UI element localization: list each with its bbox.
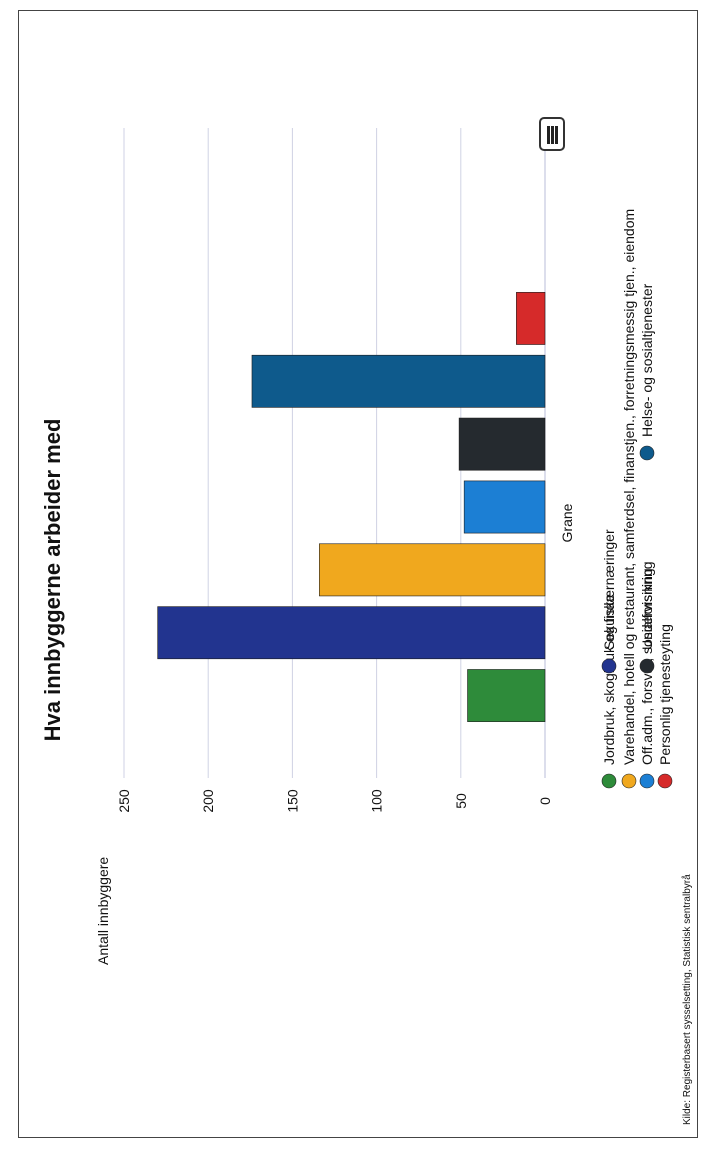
y-tick-label: 0 xyxy=(537,797,553,805)
menu-icon-bar xyxy=(551,126,554,144)
bar xyxy=(157,606,546,660)
legend-label[interactable]: Undervisning xyxy=(639,568,655,650)
legend-marker xyxy=(657,773,673,789)
chart-title: Hva innbyggerne arbeider med xyxy=(40,419,65,742)
bar xyxy=(467,669,546,722)
legend-label[interactable]: Varehandel, hotell og restaurant, samfer… xyxy=(621,209,637,765)
y-tick-label: 100 xyxy=(369,789,385,813)
menu-icon-bar xyxy=(555,126,558,144)
legend-label[interactable]: Sekundærnæringer xyxy=(601,529,617,650)
y-axis-label: Antall innbyggere xyxy=(95,857,111,965)
source-note: Kilde: Registerbasert sysselsetting, Sta… xyxy=(681,874,693,1125)
menu-icon xyxy=(547,126,550,144)
legend-marker xyxy=(601,658,617,674)
y-tick-label: 150 xyxy=(284,789,300,813)
legend-marker xyxy=(639,773,655,789)
category-label: Grane xyxy=(559,503,575,542)
legend-label[interactable]: Jordbruk, skogbruk og fiske xyxy=(601,594,617,765)
bar xyxy=(463,480,546,534)
legend-label[interactable]: Helse- og sosialtjenester xyxy=(639,283,655,437)
legend-marker xyxy=(621,773,637,789)
legend-marker xyxy=(639,658,655,674)
menu-button[interactable] xyxy=(539,117,565,151)
y-axis-ticks: 0 50 100 150 200 250 xyxy=(116,789,553,813)
legend: Jordbruk, skogbruk og fiske Varehandel, h… xyxy=(601,209,673,789)
y-tick-label: 250 xyxy=(116,789,132,813)
bar xyxy=(251,354,546,408)
legend-marker xyxy=(601,773,617,789)
bar xyxy=(319,543,546,597)
bar xyxy=(516,292,546,345)
legend-label[interactable]: Personlig tjenesteyting xyxy=(657,624,673,765)
bar xyxy=(458,417,546,471)
y-tick-label: 50 xyxy=(453,793,469,809)
legend-marker xyxy=(639,445,655,461)
bars xyxy=(157,292,546,722)
y-tick-label: 200 xyxy=(200,789,216,813)
